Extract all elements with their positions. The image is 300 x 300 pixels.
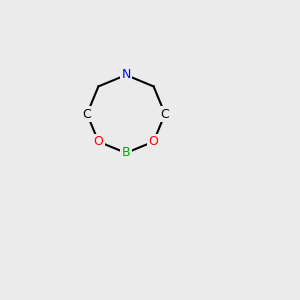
Text: N: N [121,68,131,82]
Text: O: O [94,135,103,148]
Text: O: O [148,135,158,148]
Text: C: C [160,107,169,121]
Text: C: C [82,107,91,121]
Text: B: B [122,146,130,160]
